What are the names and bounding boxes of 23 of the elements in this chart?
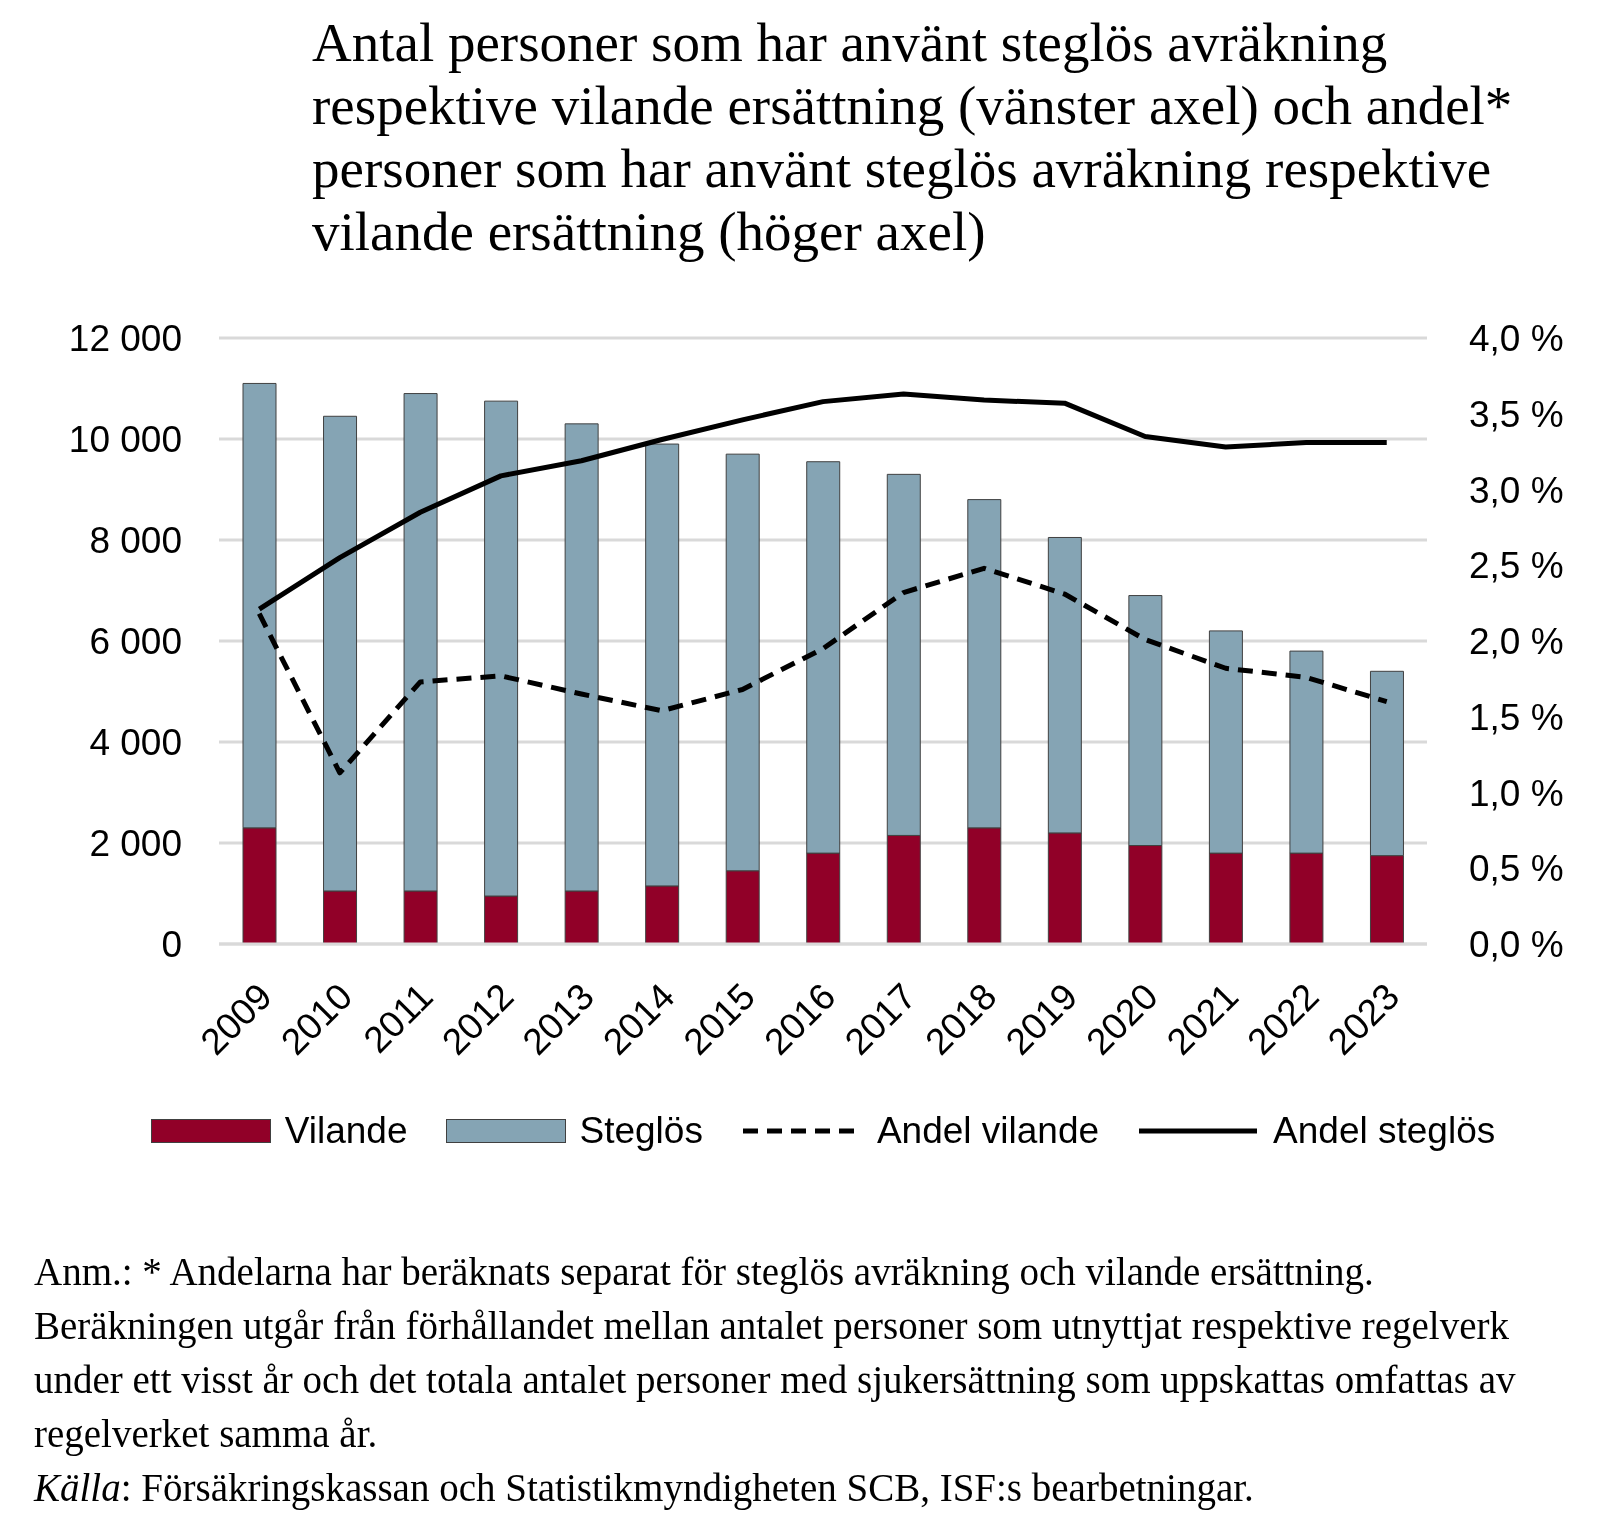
legend-label: Steglös <box>579 1110 703 1152</box>
y-tick-label: 8 000 <box>89 520 182 562</box>
y-tick-label: 12 000 <box>68 318 182 360</box>
y-tick-label: 4 000 <box>89 722 182 764</box>
y2-tick-label: 0,0 % <box>1469 924 1564 966</box>
y-tick-label: 10 000 <box>68 419 182 461</box>
y-tick-label: 2 000 <box>89 823 182 865</box>
text: Anm.: * Andelarna har beräknats separat för steglös avräkning och vilande ersättning. Beräkningen utgår från förhållandet mellan antalet personer som utnyttjat respektive regelverk under ett visst år och det totala antalet personer med sjukersättning som uppskattas omfattas av regelverket samma år. <box>34 1249 1517 1458</box>
y2-tick-label: 4,0 % <box>1469 318 1564 360</box>
legend-label: Vilande <box>284 1110 408 1152</box>
y2-tick-label: 1,0 % <box>1469 772 1564 814</box>
y2-tick-label: 0,5 % <box>1469 848 1564 890</box>
text: Källa: Försäkringskassan och Statistikmyndigheten SCB, ISF:s bearbetningar. <box>34 1466 1254 1509</box>
legend-label: Andel vilande <box>876 1110 1100 1152</box>
y2-tick-label: 3,0 % <box>1469 469 1564 511</box>
y2-tick-label: 1,5 % <box>1469 696 1564 738</box>
y2-tick-label: 2,5 % <box>1469 545 1564 587</box>
legend-label: Andel steglös <box>1273 1110 1496 1152</box>
y-tick-label: 0 <box>161 924 182 966</box>
y2-tick-label: 2,0 % <box>1469 621 1564 663</box>
y2-tick-label: 3,5 % <box>1469 393 1564 435</box>
y-tick-label: 6 000 <box>89 621 182 663</box>
chart-title: Antal personer som har använt steglös avräkning respektive vilande ersättning (vänster axel) och andel* personer som har använt steglös avräkning respektive vilande ersättning (höger axel) <box>312 11 1514 263</box>
